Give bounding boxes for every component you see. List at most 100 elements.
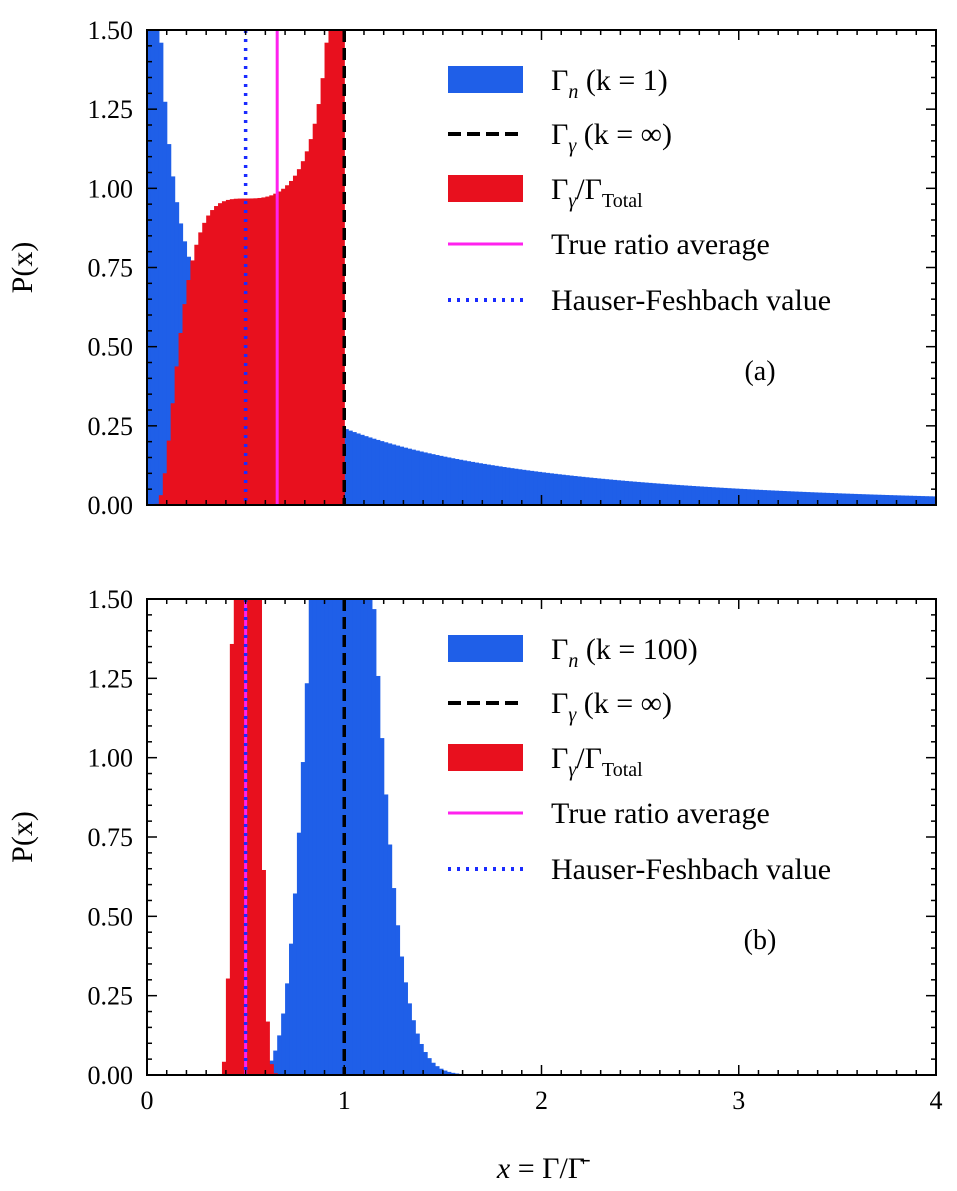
histogram-bar [249, 599, 255, 1075]
histogram-bar [253, 198, 259, 505]
histogram-bar [770, 490, 775, 505]
histogram-bar [880, 494, 886, 505]
histogram-bar [797, 491, 803, 505]
histogram-bar [320, 78, 326, 505]
legend-label: True ratio average [551, 797, 770, 830]
histogram-bar [644, 482, 649, 505]
histogram-bar [423, 1052, 428, 1075]
histogram-bar [363, 599, 369, 1075]
histogram-bar [360, 599, 365, 1075]
histogram-bar [241, 599, 247, 1075]
histogram-bar [928, 496, 933, 505]
histogram-bar [292, 893, 298, 1075]
y-tick-label: 1.00 [88, 744, 134, 773]
histogram-bar [529, 470, 535, 505]
histogram-bar [857, 494, 862, 505]
histogram-bar [423, 452, 428, 505]
histogram-bar [427, 1058, 432, 1075]
histogram-bar [352, 432, 357, 505]
histogram-bar [853, 493, 858, 505]
histogram-bar [667, 484, 673, 505]
histogram-bar [600, 478, 606, 505]
histogram-bar [158, 495, 164, 505]
histogram-bar [758, 489, 764, 505]
histogram-bar [407, 448, 412, 505]
histogram-bar [320, 599, 326, 1075]
histogram-bar [711, 487, 716, 505]
histogram-bar [225, 199, 231, 505]
histogram-bar [344, 429, 349, 505]
histogram-bar [458, 459, 464, 505]
plot-area [218, 599, 464, 1075]
histogram-bar [304, 683, 310, 1075]
histogram-bar [896, 495, 902, 505]
histogram-bar [691, 485, 696, 505]
legend-label: Γγ (k = ∞) [551, 118, 672, 157]
histogram-bar [166, 144, 172, 505]
histogram-bar [166, 440, 172, 505]
histogram-bar [561, 474, 566, 505]
histogram-bar [328, 30, 334, 505]
y-tick-label: 1.25 [88, 95, 134, 124]
histogram-bar [888, 495, 894, 505]
histogram-bar [245, 599, 251, 1075]
histogram-bar [257, 197, 263, 505]
histogram-bar [229, 199, 235, 505]
histogram-bar [442, 1070, 448, 1075]
histogram-bar [182, 304, 188, 505]
histogram-bar [174, 202, 180, 505]
histogram-bar [363, 436, 369, 505]
histogram-bar [537, 471, 543, 505]
histogram-bar [805, 492, 811, 505]
histogram-bar [269, 1064, 274, 1075]
legend-item: True ratio average [448, 797, 770, 830]
histogram-bar [592, 478, 598, 505]
histogram-bar [920, 496, 925, 505]
histogram-bar [210, 210, 215, 505]
histogram-bar [265, 196, 270, 505]
histogram-bar [557, 474, 562, 505]
legend-item: Γn (k = 1) [448, 64, 668, 103]
histogram-bar [904, 495, 909, 505]
histogram-bar [261, 197, 266, 505]
y-tick-label: 0.00 [88, 491, 134, 520]
histogram-bar [679, 485, 685, 505]
histogram-bar [261, 869, 266, 1075]
histogram-bar [312, 599, 318, 1075]
legend-swatch [448, 175, 523, 202]
histogram-bar [300, 161, 306, 505]
histogram-bar [817, 492, 823, 505]
histogram-bar [434, 455, 440, 505]
legend-label: True ratio average [551, 228, 770, 261]
histogram-bar [655, 483, 661, 505]
histogram-bar [509, 468, 515, 505]
histogram-bar [868, 494, 874, 505]
histogram-bar [375, 439, 381, 505]
y-tick-label: 1.50 [88, 585, 134, 614]
histogram-bar [790, 491, 795, 505]
histogram-bar [438, 455, 444, 505]
histogram-bar [454, 459, 460, 505]
x-tick-label: 0 [141, 1086, 154, 1115]
x-tick-label: 1 [338, 1086, 351, 1115]
legend-label: Γγ/ΓTotal [551, 742, 643, 781]
y-tick-label: 0.75 [88, 254, 134, 283]
histogram-bar [431, 1062, 436, 1075]
histogram-bar [900, 495, 906, 505]
histogram-bar [281, 1013, 286, 1075]
histogram-bar [916, 495, 921, 505]
x-tick-label: 2 [535, 1086, 548, 1115]
histogram-bar [825, 492, 831, 505]
histogram-bar [521, 469, 527, 505]
x-tick-label: 4 [930, 1086, 943, 1115]
histogram-bar [328, 599, 334, 1075]
histogram-bar [829, 493, 835, 505]
histogram-bar [648, 482, 653, 505]
histogram-bar [908, 495, 913, 505]
histogram-bar [612, 479, 618, 505]
histogram-bar [584, 477, 590, 505]
histogram-bar [892, 495, 898, 505]
histogram-bar [202, 222, 207, 505]
histogram-bar [699, 486, 704, 505]
